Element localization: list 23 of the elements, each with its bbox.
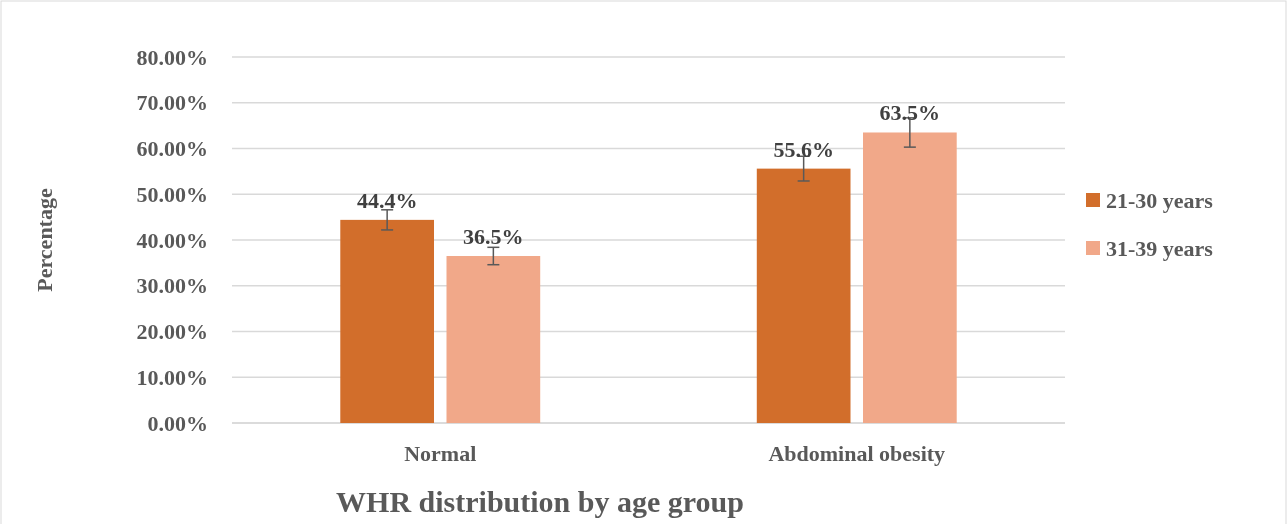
- data-label: 63.5%: [879, 100, 941, 126]
- x-tick-label: Normal: [404, 441, 477, 466]
- legend-label: 31-39 years: [1106, 235, 1214, 261]
- y-tick-label: 20.00%: [136, 319, 208, 345]
- y-tick-label: 0.00%: [147, 410, 208, 436]
- y-tick-label: 50.00%: [136, 181, 208, 207]
- y-axis-title: Percentage: [32, 188, 57, 292]
- bar: [863, 132, 957, 423]
- y-tick-label: 40.00%: [136, 227, 208, 253]
- legend-label: 21-30 years: [1106, 187, 1214, 213]
- bar: [756, 168, 851, 423]
- y-tick-label: 30.00%: [136, 273, 208, 299]
- data-label: 55.6%: [773, 136, 834, 162]
- bar: [446, 256, 541, 423]
- y-tick-label: 10.00%: [136, 364, 208, 390]
- bar: [340, 219, 434, 423]
- x-tick-label: Abdominal obesity: [768, 441, 946, 466]
- y-tick-label: 80.00%: [136, 44, 208, 70]
- y-tick-label: 60.00%: [136, 136, 208, 162]
- y-tick-label: 70.00%: [136, 90, 208, 116]
- data-label: 36.5%: [463, 224, 524, 250]
- data-label: 44.4%: [356, 187, 418, 213]
- text: WHR distribution by age group: [336, 485, 744, 518]
